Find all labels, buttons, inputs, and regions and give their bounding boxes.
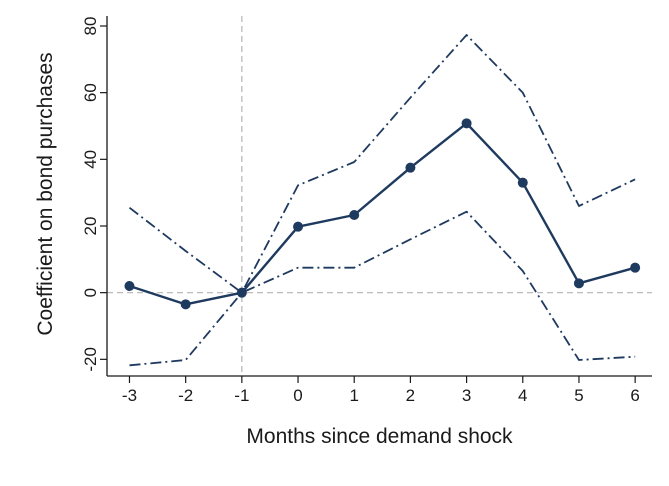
y-tick-label: 40	[81, 150, 100, 169]
data-point-marker	[630, 262, 641, 273]
data-point-marker	[461, 118, 472, 129]
x-tick-label: 4	[518, 386, 527, 405]
x-axis-title: Months since demand shock	[246, 425, 513, 448]
x-tick-label: 1	[349, 386, 358, 405]
series-line-estimate	[129, 122, 636, 306]
series-line-upper-bound	[128, 34, 636, 294]
y-tick-label: 0	[81, 288, 100, 297]
data-point-marker	[349, 210, 360, 220]
x-tick-label: 2	[406, 386, 415, 405]
y-tick-label: 80	[81, 17, 100, 36]
x-tick-label: 5	[574, 386, 583, 405]
data-point-marker	[236, 287, 247, 298]
data-point-marker	[124, 281, 135, 291]
data-point-marker	[180, 299, 191, 310]
x-tick-label: 0	[293, 386, 302, 405]
data-point-marker	[573, 278, 584, 289]
series-line-lower-bound	[129, 210, 636, 367]
series	[124, 34, 641, 367]
x-tick-label: 3	[462, 386, 471, 405]
x-tick-label: -3	[122, 386, 137, 405]
axes	[106, 16, 652, 377]
data-point-marker	[405, 162, 416, 173]
y-tick-label: 60	[81, 83, 100, 102]
x-tick-label: -2	[178, 386, 193, 405]
x-axis-ticks: -3 -2 -1 0 1 2 3 4 5 6	[122, 376, 640, 405]
y-tick-label: 20	[81, 217, 100, 236]
x-tick-label: 6	[630, 386, 639, 405]
y-tick-label: -20	[81, 347, 100, 372]
data-point-marker	[517, 177, 528, 188]
y-axis-title: Coefficient on bond purchases	[34, 52, 57, 335]
data-point-marker	[293, 221, 304, 232]
y-axis-ticks: -20 0 20 40 60 80	[81, 17, 107, 372]
x-tick-label: -1	[234, 386, 249, 405]
reference-lines	[107, 16, 652, 376]
